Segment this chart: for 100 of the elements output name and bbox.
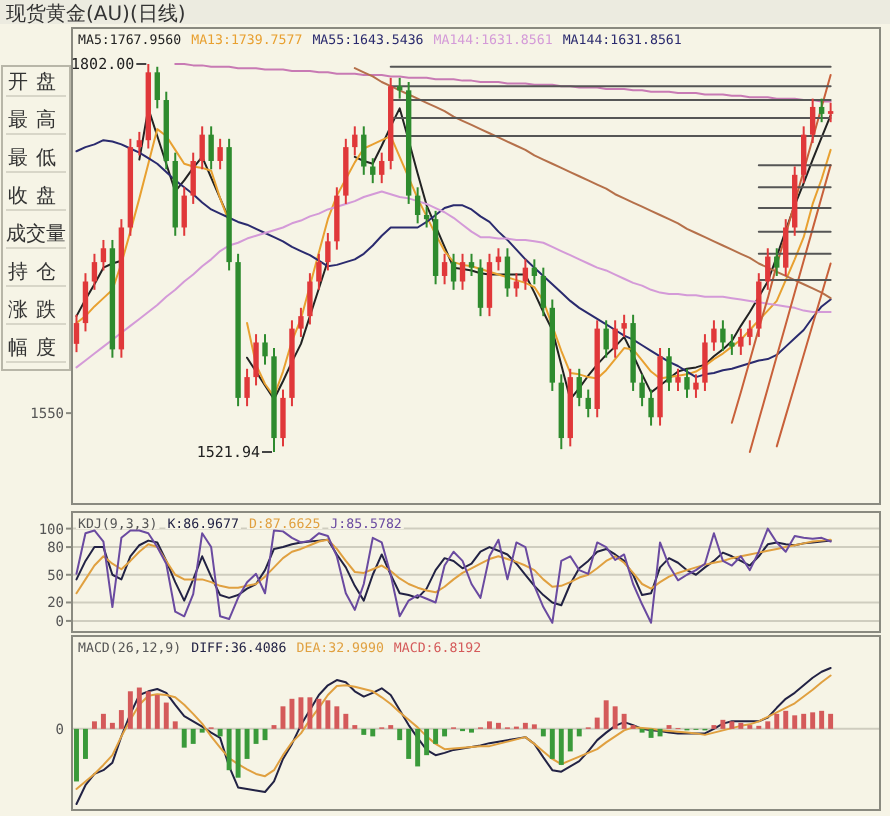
candlestick	[459, 252, 466, 291]
bar	[783, 710, 789, 729]
candlestick	[352, 125, 358, 157]
candlestick	[154, 65, 160, 110]
candlestick	[603, 319, 609, 359]
bar	[298, 697, 304, 729]
bar	[558, 728, 564, 765]
candlestick	[307, 272, 313, 326]
bar	[370, 728, 376, 737]
bar	[334, 706, 340, 729]
bar	[729, 721, 735, 729]
text: 最高	[8, 108, 64, 132]
candlestick	[423, 205, 430, 229]
bar	[343, 713, 349, 729]
bar	[154, 695, 160, 729]
candlestick	[522, 258, 529, 291]
bar	[325, 700, 331, 729]
candlestick	[639, 373, 645, 408]
bar	[612, 706, 618, 729]
candlestick	[280, 388, 286, 448]
candlestick	[100, 238, 107, 272]
candlestick	[765, 247, 771, 291]
candlestick	[504, 247, 511, 298]
bar	[540, 728, 546, 737]
bar	[100, 713, 106, 729]
bar	[226, 728, 232, 771]
bar	[307, 697, 313, 729]
bar	[801, 713, 807, 729]
bar	[657, 728, 663, 737]
bar	[424, 728, 430, 756]
bar	[819, 710, 825, 729]
candlestick	[298, 306, 304, 338]
candlestick	[414, 186, 421, 225]
text: 持仓	[8, 260, 64, 284]
candlestick	[334, 186, 340, 251]
candlestick	[729, 333, 735, 356]
candlestick	[648, 388, 654, 427]
bar	[603, 700, 609, 729]
bar	[83, 728, 88, 759]
bar	[289, 698, 295, 729]
text: 最低	[8, 148, 64, 170]
candlestick	[253, 333, 259, 387]
text: 成交量	[6, 222, 66, 246]
bar	[648, 728, 654, 738]
candlestick	[756, 272, 762, 338]
bar	[594, 717, 600, 729]
candlestick	[818, 97, 825, 124]
text: 收盘	[8, 184, 64, 208]
bar	[621, 713, 627, 729]
candlestick	[477, 258, 484, 318]
candlestick	[621, 313, 627, 338]
candlestick	[199, 125, 205, 171]
candlestick	[91, 252, 98, 291]
bar	[136, 687, 142, 729]
candlestick	[316, 252, 322, 291]
bar	[433, 728, 439, 744]
candlestick	[325, 232, 331, 272]
candlestick	[666, 347, 672, 392]
bar	[181, 728, 187, 748]
candlestick	[441, 252, 448, 286]
bar	[738, 722, 744, 729]
bar	[163, 702, 169, 729]
candlestick	[397, 76, 403, 100]
bar	[74, 728, 79, 782]
bar	[217, 728, 223, 737]
line-series	[75, 538, 832, 607]
bar	[495, 722, 501, 729]
candlestick	[190, 151, 196, 205]
bar	[442, 728, 448, 737]
candlestick	[244, 367, 250, 408]
bar	[576, 728, 582, 737]
candlestick	[809, 97, 816, 144]
candlestick	[379, 151, 385, 185]
candlestick	[208, 125, 214, 171]
candlestick	[585, 388, 591, 419]
bar	[91, 721, 97, 729]
bar	[720, 719, 726, 729]
candlestick	[82, 272, 89, 333]
chart-title: 现货黄金(AU)(日线)	[6, 2, 186, 26]
bar	[316, 698, 322, 729]
bar	[145, 691, 151, 729]
candlestick	[693, 373, 699, 399]
candlestick	[711, 319, 717, 352]
text: 涨跌	[8, 298, 64, 322]
candlestick	[181, 186, 187, 237]
bar	[810, 712, 816, 729]
candlestick	[136, 130, 143, 157]
candlestick	[217, 137, 223, 171]
bar	[172, 721, 178, 729]
bar	[415, 728, 421, 767]
bar	[244, 728, 250, 759]
line-series	[75, 527, 832, 624]
candlestick	[262, 333, 268, 366]
bar	[792, 715, 798, 729]
candlestick	[738, 327, 744, 356]
candlestick	[801, 125, 807, 185]
bar	[235, 728, 241, 778]
bar	[522, 722, 528, 729]
candlestick	[361, 125, 367, 176]
text: 开盘	[8, 70, 64, 94]
